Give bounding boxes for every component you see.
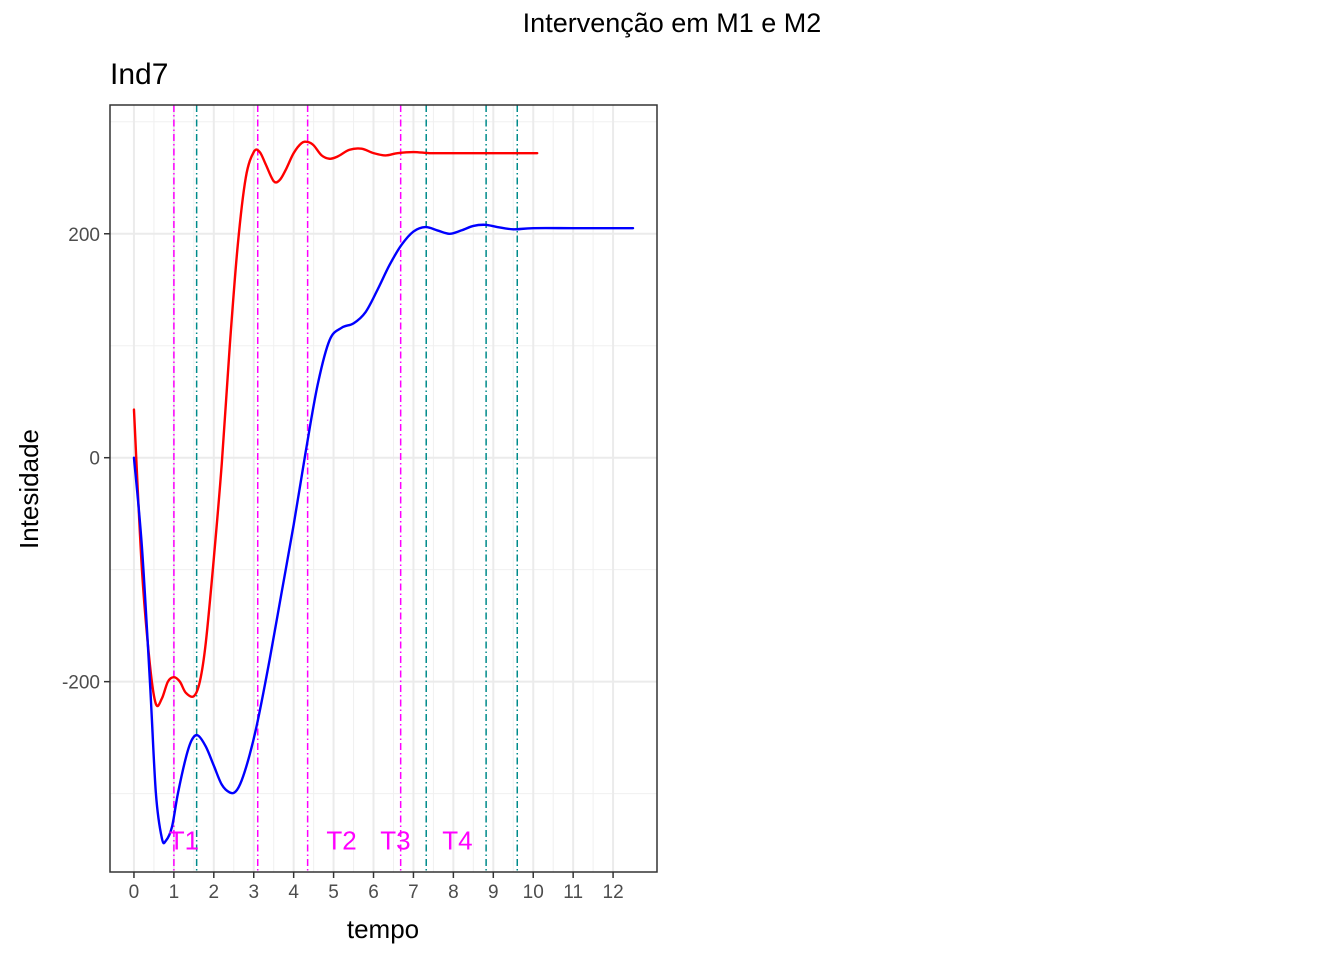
x-tick-label: 9 (488, 882, 499, 903)
x-tick-label: 10 (523, 882, 544, 903)
y-axis-label: Intesidade (14, 429, 44, 549)
x-tick-label: 0 (129, 882, 140, 903)
annotation-label-4: T4 (442, 826, 472, 856)
annotation-label-1: T1 (169, 826, 199, 856)
x-tick-label: 8 (448, 882, 459, 903)
x-tick-label: 7 (408, 882, 419, 903)
y-tick-label: -200 (62, 673, 100, 694)
y-tick-label: 0 (89, 449, 100, 470)
x-tick-label: 1 (169, 882, 180, 903)
series-line-2 (132, 223, 635, 845)
panel-border (109, 104, 658, 873)
x-tick-label: 6 (368, 882, 379, 903)
annotation-label-2: T2 (326, 826, 356, 856)
panel-background (110, 105, 657, 872)
x-axis-label: tempo (347, 914, 419, 944)
x-tick-label: 2 (209, 882, 220, 903)
x-tick-label: 4 (288, 882, 299, 903)
x-tick-label: 3 (248, 882, 259, 903)
annotation-label-3: T3 (380, 826, 410, 856)
series-line-1 (132, 140, 539, 708)
x-tick-label: 11 (563, 882, 583, 903)
chart-title: Ind7 (110, 58, 168, 91)
x-tick-label: 5 (328, 882, 339, 903)
figure-suptitle: Intervenção em M1 e M2 (523, 8, 822, 38)
y-tick-label: 200 (68, 225, 100, 246)
x-tick-label: 12 (603, 882, 624, 903)
